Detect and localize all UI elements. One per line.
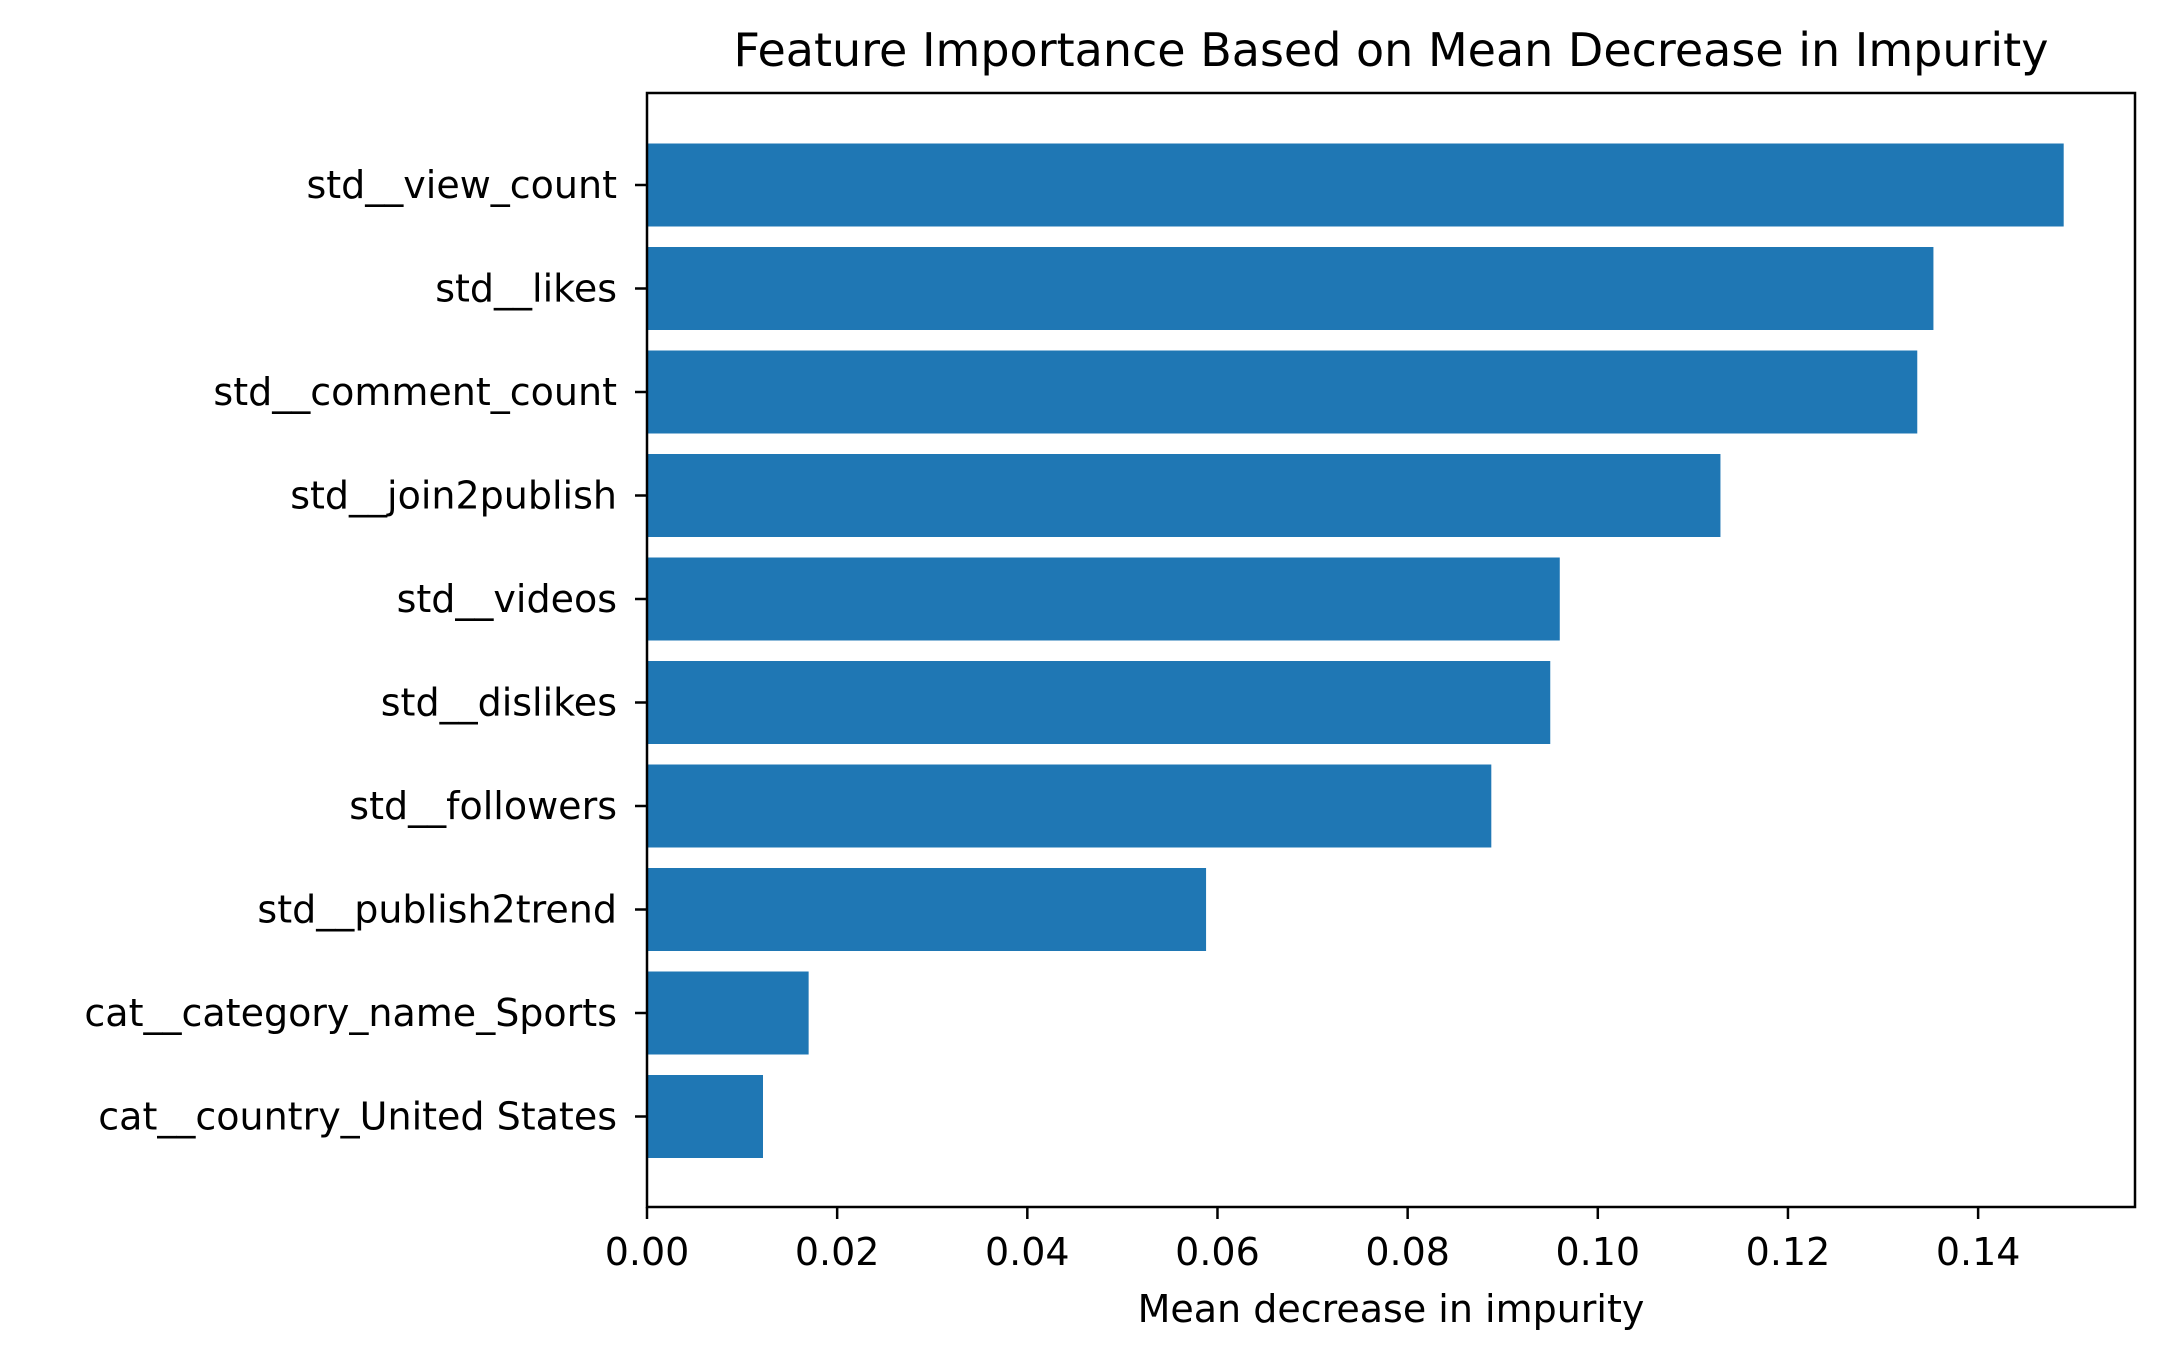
bar-8 bbox=[647, 971, 809, 1055]
bar-6 bbox=[647, 764, 1492, 848]
x-tick-label-6: 0.12 bbox=[1746, 1230, 1831, 1274]
bar-0 bbox=[647, 143, 2064, 227]
y-tick-label-2: std__comment_count bbox=[213, 370, 617, 414]
y-tick-label-9: cat__country_United States bbox=[98, 1095, 617, 1139]
x-tick-label-2: 0.04 bbox=[985, 1230, 1070, 1274]
x-tick-label-0: 0.00 bbox=[605, 1230, 690, 1274]
y-tick-label-7: std__publish2trend bbox=[257, 888, 617, 932]
chart-title: Feature Importance Based on Mean Decreas… bbox=[734, 23, 2049, 77]
bar-1 bbox=[647, 247, 1934, 330]
bar-2 bbox=[647, 350, 1918, 434]
x-tick-label-7: 0.14 bbox=[1936, 1230, 2021, 1274]
y-tick-label-3: std__join2publish bbox=[290, 474, 617, 518]
y-tick-label-8: cat__category_name_Sports bbox=[84, 991, 617, 1035]
y-tick-label-4: std__videos bbox=[397, 577, 617, 621]
x-axis-label: Mean decrease in impurity bbox=[1138, 1287, 1645, 1331]
x-tick-label-1: 0.02 bbox=[795, 1230, 880, 1274]
bar-9 bbox=[647, 1075, 763, 1158]
y-axis-ticks: std__view_count std__likes std__comment_co… bbox=[84, 163, 647, 1139]
y-tick-label-0: std__view_count bbox=[306, 163, 617, 207]
y-tick-label-5: std__dislikes bbox=[381, 681, 617, 725]
x-tick-label-5: 0.10 bbox=[1555, 1230, 1640, 1274]
plot-frame bbox=[645, 91, 2137, 1209]
bar-7 bbox=[647, 868, 1207, 951]
x-tick-label-4: 0.08 bbox=[1365, 1230, 1450, 1274]
x-axis-ticks: 0.00 0.02 0.04 0.06 0.08 0.10 0.12 0.14 bbox=[605, 1207, 2021, 1274]
x-tick-label-3: 0.06 bbox=[1175, 1230, 1260, 1274]
y-tick-label-6: std__followers bbox=[349, 784, 617, 828]
bars-layer bbox=[647, 143, 2064, 1158]
y-tick-label-1: std__likes bbox=[435, 267, 617, 311]
bar-5 bbox=[647, 661, 1551, 744]
bar-3 bbox=[647, 454, 1721, 537]
bar-4 bbox=[647, 557, 1560, 641]
